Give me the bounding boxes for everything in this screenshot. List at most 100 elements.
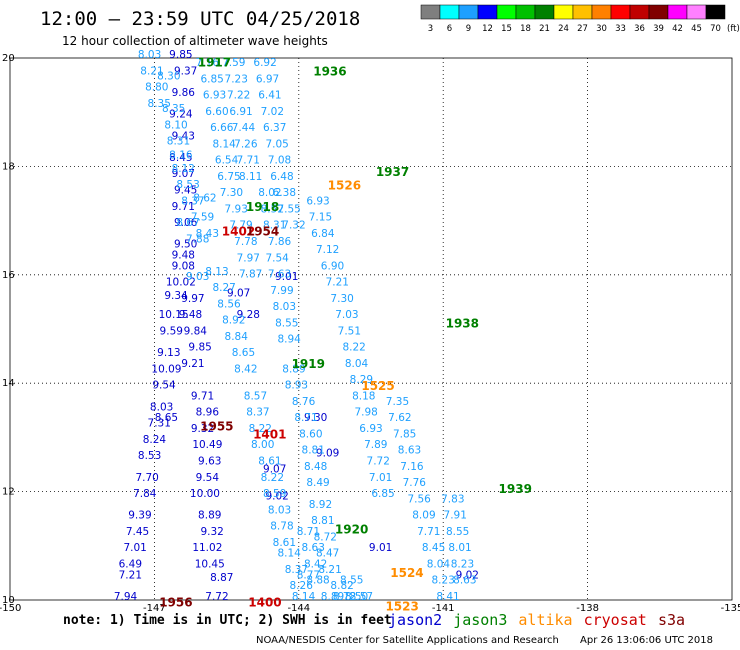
wave-height-value: 7.16	[400, 461, 424, 473]
wave-height-value: 9.59	[160, 325, 183, 337]
wave-height-value: 8.62	[193, 193, 216, 205]
wave-height-value: 7.44	[232, 122, 256, 134]
colorbar-swatch	[420, 4, 441, 20]
colorbar-swatch	[553, 4, 574, 20]
wave-height-value: 9.02	[265, 491, 288, 503]
wave-height-value: 8.22	[249, 423, 272, 435]
wave-height-value: 7.31	[148, 418, 171, 430]
wave-height-value: 10.15	[159, 309, 189, 321]
wave-height-value: 8.57	[350, 591, 373, 603]
wave-height-value: 8.30	[157, 71, 180, 83]
wave-height-value: 7.63	[268, 269, 291, 281]
wave-height-value: 7.01	[123, 542, 146, 554]
pass-number-label: 1525	[361, 379, 394, 393]
wave-height-value: 8.50	[345, 591, 368, 603]
colorbar-swatch	[572, 4, 593, 20]
wave-height-value: 9.37	[174, 65, 197, 77]
wave-height-value: 8.16	[169, 149, 193, 161]
wave-height-value: 9.71	[191, 390, 214, 402]
wave-height-value: 8.01	[448, 542, 471, 554]
wave-height-value: 6.85	[200, 73, 223, 85]
wave-height-value: 8.18	[352, 390, 375, 402]
colorbar-swatch	[610, 4, 631, 20]
colorbar-label: 24	[558, 24, 569, 34]
wave-height-value: 7.99	[270, 285, 293, 297]
legend-s3a: s3a	[658, 611, 685, 629]
x-tick-label: -135	[721, 603, 740, 614]
wave-height-value: 7.72	[205, 591, 228, 603]
wave-height-value: 7.76	[403, 477, 427, 489]
wave-height-value: 7.89	[364, 439, 387, 451]
wave-height-value: 7.70	[135, 472, 158, 484]
wave-height-value: 9.08	[172, 260, 195, 272]
wave-height-value: 9.48	[179, 309, 202, 321]
wave-height-value: 8.61	[258, 456, 281, 468]
colorbar-label: 9	[466, 24, 471, 34]
y-tick-label: 20	[2, 53, 15, 64]
wave-height-value: 6.90	[321, 260, 344, 272]
colorbar-swatch	[648, 4, 669, 20]
wave-height-value: 8.37	[181, 195, 204, 207]
wave-height-value: 9.24	[169, 109, 193, 121]
wave-height-value: 9.48	[172, 250, 195, 262]
wave-height-value: 8.42	[234, 363, 257, 375]
wave-height-value: 9.63	[198, 456, 221, 468]
wave-height-value: 8.65	[155, 412, 178, 424]
wave-height-value: 6.37	[263, 122, 286, 134]
wave-height-value: 8.53	[176, 179, 199, 191]
wave-height-value: 9.45	[174, 185, 197, 197]
wave-height-value: 8.21	[318, 564, 341, 576]
wave-height-value: 7.56	[407, 493, 431, 505]
wave-height-value: 7.45	[126, 526, 149, 538]
pass-number-label: 1956	[159, 596, 192, 610]
wave-height-value: 8.03	[150, 401, 173, 413]
colorbar-label: 36	[634, 24, 645, 34]
wave-height-value: 9.71	[172, 201, 195, 213]
wave-height-value: 8.03	[138, 49, 161, 61]
wave-height-value: 7.62	[388, 412, 411, 424]
pass-number-label: 1523	[385, 600, 418, 614]
pass-number-label: 1936	[313, 65, 346, 79]
colorbar-swatch	[477, 4, 498, 20]
wave-height-value: 8.11	[239, 171, 262, 183]
pass-number-label: 1917	[198, 55, 231, 69]
wave-height-value: 8.03	[273, 301, 296, 313]
wave-height-value: 7.88	[186, 233, 209, 245]
footer-credit: NOAA/NESDIS Center for Satellite Applica…	[256, 635, 559, 646]
wave-height-value: 9.07	[263, 464, 286, 476]
wave-height-value: 8.13	[205, 266, 228, 278]
wave-height-value: 7.21	[326, 277, 349, 289]
wave-height-value: 8.60	[299, 428, 322, 440]
x-tick-label: -150	[0, 603, 21, 614]
wave-height-value: 8.61	[273, 537, 296, 549]
legend-jason2: jason2	[388, 611, 442, 629]
wave-height-value: 8.92	[222, 315, 245, 327]
wave-height-value: 7.78	[234, 236, 257, 248]
wave-height-value: 8.04	[345, 358, 369, 370]
y-tick-label: 16	[2, 270, 15, 281]
wave-height-value: 8.92	[309, 499, 332, 511]
wave-height-value: 7.01	[369, 472, 392, 484]
wave-height-value: 11.02	[192, 542, 222, 554]
wave-height-value: 6.54	[215, 155, 239, 167]
wave-height-value: 8.27	[212, 282, 235, 294]
wave-height-value: 8.29	[350, 374, 373, 386]
pass-number-label: 1918	[246, 200, 279, 214]
wave-height-value: 8.53	[138, 450, 161, 462]
y-tick-label: 18	[2, 161, 15, 172]
footer-timestamp: Apr 26 13:06:06 UTC 2018	[580, 635, 713, 646]
wave-height-value: 9.84	[184, 325, 208, 337]
wave-height-value: 8.00	[251, 439, 274, 451]
grid-lines	[10, 58, 732, 600]
wave-height-value: 6.84	[311, 228, 335, 240]
wave-height-value: 7.30	[220, 187, 243, 199]
wave-height-value: 8.14	[277, 548, 301, 560]
x-tick-label: -144	[287, 603, 310, 614]
wave-height-value: 8.10	[164, 119, 187, 131]
wave-height-value: 8.22	[261, 472, 284, 484]
wave-height-value: 8.24	[143, 434, 167, 446]
wave-height-value: 8.89	[198, 510, 221, 522]
wave-height-value: 9.34	[164, 290, 188, 302]
wave-height-value: 10.02	[166, 277, 196, 289]
wave-height-value: 7.79	[229, 220, 252, 232]
